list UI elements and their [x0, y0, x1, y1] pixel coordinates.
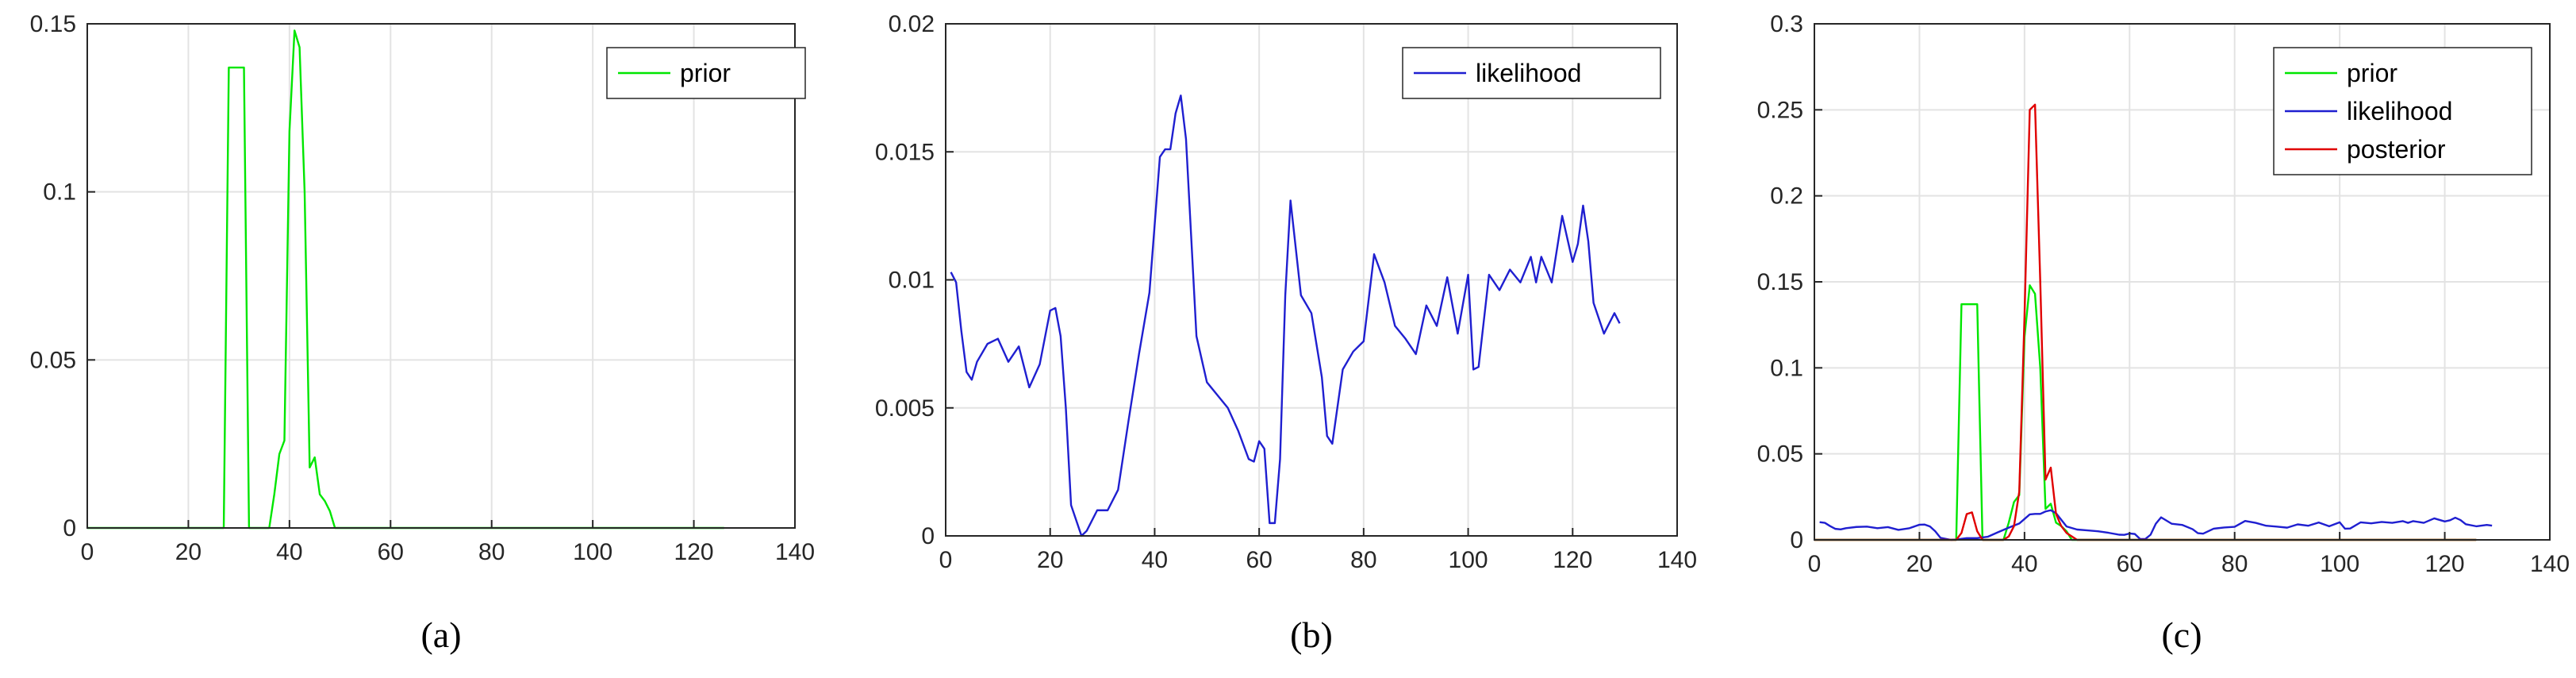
- legend: prior: [606, 47, 806, 99]
- y-tick-label: 0.2: [1770, 183, 1803, 210]
- panel-caption: (b): [1290, 614, 1333, 655]
- panel-caption: (a): [420, 614, 461, 655]
- plot-area: [87, 24, 795, 528]
- x-tick-label: 20: [1037, 547, 1063, 573]
- y-tick-label: 0.05: [1757, 441, 1803, 468]
- x-tick-label: 120: [674, 539, 714, 565]
- x-tick-label: 40: [2011, 551, 2037, 577]
- y-tick-label: 0.15: [30, 11, 76, 37]
- y-tick-label: 0.02: [889, 11, 935, 37]
- x-tick-label: 100: [1449, 547, 1488, 573]
- y-tick-label: 0.005: [875, 395, 935, 422]
- x-tick-label: 100: [573, 539, 612, 565]
- series-line-posterior: [1814, 103, 2477, 541]
- y-tick-label: 0: [1790, 527, 1803, 553]
- legend-label-likelihood: likelihood: [2347, 97, 2452, 125]
- y-tick-label: 0.05: [30, 347, 76, 373]
- y-tick-label: 0: [921, 523, 935, 549]
- x-tick-label: 80: [1350, 547, 1376, 573]
- x-tick-label: 120: [1553, 547, 1592, 573]
- x-tick-label: 140: [775, 539, 815, 565]
- chart-b: 0 20 40 60 80 100 120 140 0 0.005 0.01 0.015 0.02 lik…: [875, 11, 1697, 655]
- x-tick-label: 80: [478, 539, 505, 565]
- x-tick-label: 60: [1246, 547, 1272, 573]
- y-tick-label: 0.1: [43, 179, 76, 206]
- y-tick-label: 0.015: [875, 139, 935, 165]
- x-tick-label: 60: [378, 539, 404, 565]
- x-tick-label: 120: [2425, 551, 2465, 577]
- y-tick-label: 0.25: [1757, 97, 1803, 123]
- chart-a: 0 20 40 60 80 100 120 140 0 0.05 0.1 0.15 prior (a): [30, 11, 815, 655]
- x-tick-label: 100: [2320, 551, 2359, 577]
- x-tick-label: 0: [939, 547, 953, 573]
- x-tick-label: 140: [1657, 547, 1697, 573]
- legend-label-posterior: posterior: [2347, 135, 2446, 164]
- y-tick-label: 0.15: [1757, 269, 1803, 295]
- chart-c: 0 20 40 60 80 100 120 140 0 0.05 0.1 0.15 0.2 0.25 0.3…: [1757, 11, 2570, 655]
- legend-label-prior: prior: [680, 59, 731, 87]
- x-tick-label: 0: [81, 539, 94, 565]
- legend: prior likelihood posterior: [2273, 47, 2532, 175]
- x-tick-label: 60: [2117, 551, 2143, 577]
- x-tick-label: 20: [175, 539, 202, 565]
- legend: likelihood: [1402, 47, 1661, 99]
- y-tick-label: 0.01: [889, 268, 935, 294]
- x-tick-label: 40: [276, 539, 302, 565]
- legend-label-likelihood: likelihood: [1476, 59, 1581, 87]
- y-tick-label: 0: [63, 515, 76, 541]
- x-tick-label: 20: [1906, 551, 1933, 577]
- x-tick-label: 140: [2530, 551, 2570, 577]
- y-tick-label: 0.3: [1770, 11, 1803, 37]
- y-tick-label: 0.1: [1770, 355, 1803, 381]
- x-tick-label: 80: [2221, 551, 2248, 577]
- series-line-likelihood: [950, 94, 1621, 537]
- series-line-prior: [87, 29, 724, 530]
- x-tick-label: 40: [1142, 547, 1168, 573]
- axes-box: [86, 23, 796, 529]
- x-tick-label: 0: [1808, 551, 1822, 577]
- legend-label-prior: prior: [2347, 59, 2397, 87]
- panel-caption: (c): [2161, 614, 2202, 655]
